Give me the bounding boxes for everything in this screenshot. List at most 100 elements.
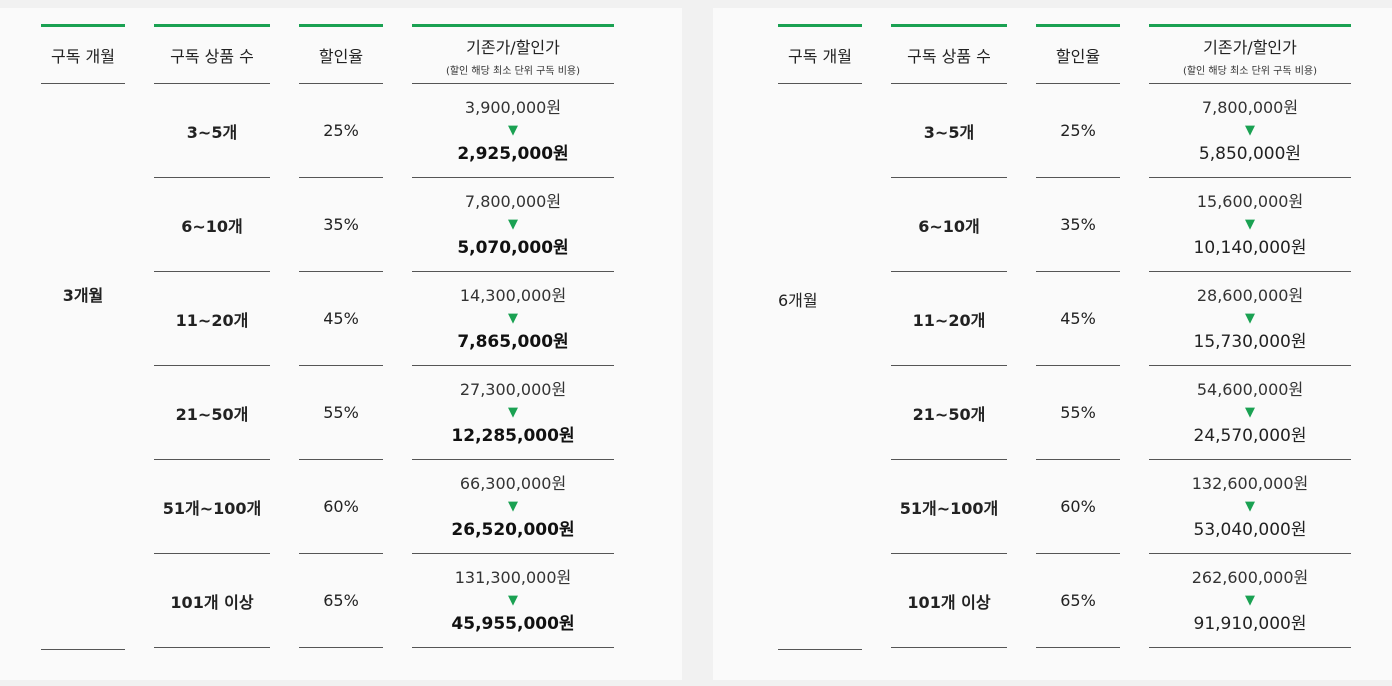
tier-label: 101개 이상	[907, 592, 991, 612]
rate-cell: 25%	[299, 84, 383, 178]
tier-label: 51개~100개	[162, 498, 262, 518]
discounted-price: 2,925,000원	[457, 143, 569, 164]
rate-cell: 35%	[299, 178, 383, 272]
tier-cell: 101개 이상	[154, 554, 270, 648]
rate-value: 35%	[323, 215, 359, 234]
price-cell: 131,300,000원 ▼ 45,955,000원	[412, 554, 614, 648]
original-price: 54,600,000원	[1196, 379, 1304, 399]
down-arrow-icon: ▼	[508, 122, 518, 138]
rate-value: 60%	[323, 497, 359, 516]
tier-cell: 21~50개	[154, 366, 270, 460]
down-arrow-icon: ▼	[1245, 122, 1255, 138]
rate-value: 55%	[323, 403, 359, 422]
original-price: 132,600,000원	[1191, 473, 1309, 493]
tier-cell: 6~10개	[891, 178, 1007, 272]
original-price: 3,900,000원	[464, 97, 562, 117]
rate-value: 25%	[323, 121, 359, 140]
original-price: 28,600,000원	[1196, 285, 1304, 305]
tier-cell: 51개~100개	[154, 460, 270, 554]
down-arrow-icon: ▼	[508, 310, 518, 326]
price-header-label: 기존가/할인가	[1203, 37, 1297, 57]
discounted-price: 12,285,000원	[451, 425, 575, 446]
period-cell: 6개월	[778, 84, 862, 650]
tier-label: 3~5개	[186, 122, 238, 142]
discounted-price: 53,040,000원	[1193, 519, 1307, 540]
original-price: 15,600,000원	[1196, 191, 1304, 211]
rate-header-label: 할인율	[318, 47, 364, 66]
pricing-table-3-months: 구독 개월 3개월 구독 상품 수 3~5개 6~10개 11~20개 21~5…	[0, 8, 682, 680]
tier-cell: 3~5개	[154, 84, 270, 178]
rate-header: 할인율	[1036, 24, 1120, 84]
tier-label: 101개 이상	[170, 592, 254, 612]
tier-label: 11~20개	[912, 310, 986, 330]
period-header-label: 구독 개월	[51, 47, 115, 66]
discounted-price: 10,140,000원	[1193, 237, 1307, 258]
rate-cell: 60%	[1036, 460, 1120, 554]
down-arrow-icon: ▼	[1245, 310, 1255, 326]
period-column: 구독 개월 6개월	[778, 24, 862, 650]
price-column: 기존가/할인가 (할인 해당 최소 단위 구독 비용) 3,900,000원 ▼ 2,…	[412, 24, 614, 648]
price-cell: 66,300,000원 ▼ 26,520,000원	[412, 460, 614, 554]
rate-value: 35%	[1060, 215, 1096, 234]
rate-value: 45%	[323, 309, 359, 328]
rate-value: 65%	[1060, 591, 1096, 610]
rate-header-label: 할인율	[1055, 47, 1101, 66]
price-cell: 28,600,000원 ▼ 15,730,000원	[1149, 272, 1351, 366]
price-cell: 262,600,000원 ▼ 91,910,000원	[1149, 554, 1351, 648]
price-cell: 3,900,000원 ▼ 2,925,000원	[412, 84, 614, 178]
count-header: 구독 상품 수	[891, 24, 1007, 84]
period-column: 구독 개월 3개월	[41, 24, 125, 650]
rate-cell: 65%	[299, 554, 383, 648]
pricing-table-6-months: 구독 개월 6개월 구독 상품 수 3~5개 6~10개 11~20개 21~5…	[713, 8, 1392, 680]
rate-value: 60%	[1060, 497, 1096, 516]
price-cell: 14,300,000원 ▼ 7,865,000원	[412, 272, 614, 366]
down-arrow-icon: ▼	[1245, 592, 1255, 608]
price-cell: 15,600,000원 ▼ 10,140,000원	[1149, 178, 1351, 272]
tier-cell: 11~20개	[891, 272, 1007, 366]
price-cell: 7,800,000원 ▼ 5,850,000원	[1149, 84, 1351, 178]
tier-cell: 3~5개	[891, 84, 1007, 178]
original-price: 14,300,000원	[459, 285, 567, 305]
down-arrow-icon: ▼	[508, 498, 518, 514]
rate-header: 할인율	[299, 24, 383, 84]
original-price: 7,800,000원	[464, 191, 562, 211]
price-cell: 54,600,000원 ▼ 24,570,000원	[1149, 366, 1351, 460]
tier-cell: 51개~100개	[891, 460, 1007, 554]
discounted-price: 26,520,000원	[451, 519, 575, 540]
period-header-label: 구독 개월	[788, 47, 852, 66]
price-header: 기존가/할인가 (할인 해당 최소 단위 구독 비용)	[1149, 24, 1351, 84]
down-arrow-icon: ▼	[508, 216, 518, 232]
down-arrow-icon: ▼	[1245, 404, 1255, 420]
period-header: 구독 개월	[41, 24, 125, 84]
tier-label: 3~5개	[923, 122, 975, 142]
rate-column: 할인율 25% 35% 45% 55% 60% 65%	[299, 24, 383, 648]
original-price: 27,300,000원	[459, 379, 567, 399]
period-header: 구독 개월	[778, 24, 862, 84]
tier-label: 21~50개	[175, 404, 249, 424]
original-price: 131,300,000원	[454, 567, 572, 587]
discounted-price: 24,570,000원	[1193, 425, 1307, 446]
tier-cell: 6~10개	[154, 178, 270, 272]
price-header-sub: (할인 해당 최소 단위 구독 비용)	[445, 65, 581, 77]
tier-cell: 101개 이상	[891, 554, 1007, 648]
tier-label: 51개~100개	[899, 498, 999, 518]
discounted-price: 5,070,000원	[457, 237, 569, 258]
price-cell: 132,600,000원 ▼ 53,040,000원	[1149, 460, 1351, 554]
tier-label: 6~10개	[918, 216, 980, 236]
count-header-label: 구독 상품 수	[907, 47, 991, 66]
tier-label: 11~20개	[175, 310, 249, 330]
price-header-sub: (할인 해당 최소 단위 구독 비용)	[1182, 65, 1318, 77]
rate-value: 45%	[1060, 309, 1096, 328]
period-value: 3개월	[62, 286, 104, 305]
down-arrow-icon: ▼	[1245, 216, 1255, 232]
price-header-label: 기존가/할인가	[466, 37, 560, 57]
tier-cell: 11~20개	[154, 272, 270, 366]
rate-column: 할인율 25% 35% 45% 55% 60% 65%	[1036, 24, 1120, 648]
down-arrow-icon: ▼	[1245, 498, 1255, 514]
count-column: 구독 상품 수 3~5개 6~10개 11~20개 21~50개 51개~100…	[154, 24, 270, 648]
rate-value: 25%	[1060, 121, 1096, 140]
tier-label: 6~10개	[181, 216, 243, 236]
rate-cell: 60%	[299, 460, 383, 554]
discounted-price: 15,730,000원	[1193, 331, 1307, 352]
rate-cell: 55%	[1036, 366, 1120, 460]
